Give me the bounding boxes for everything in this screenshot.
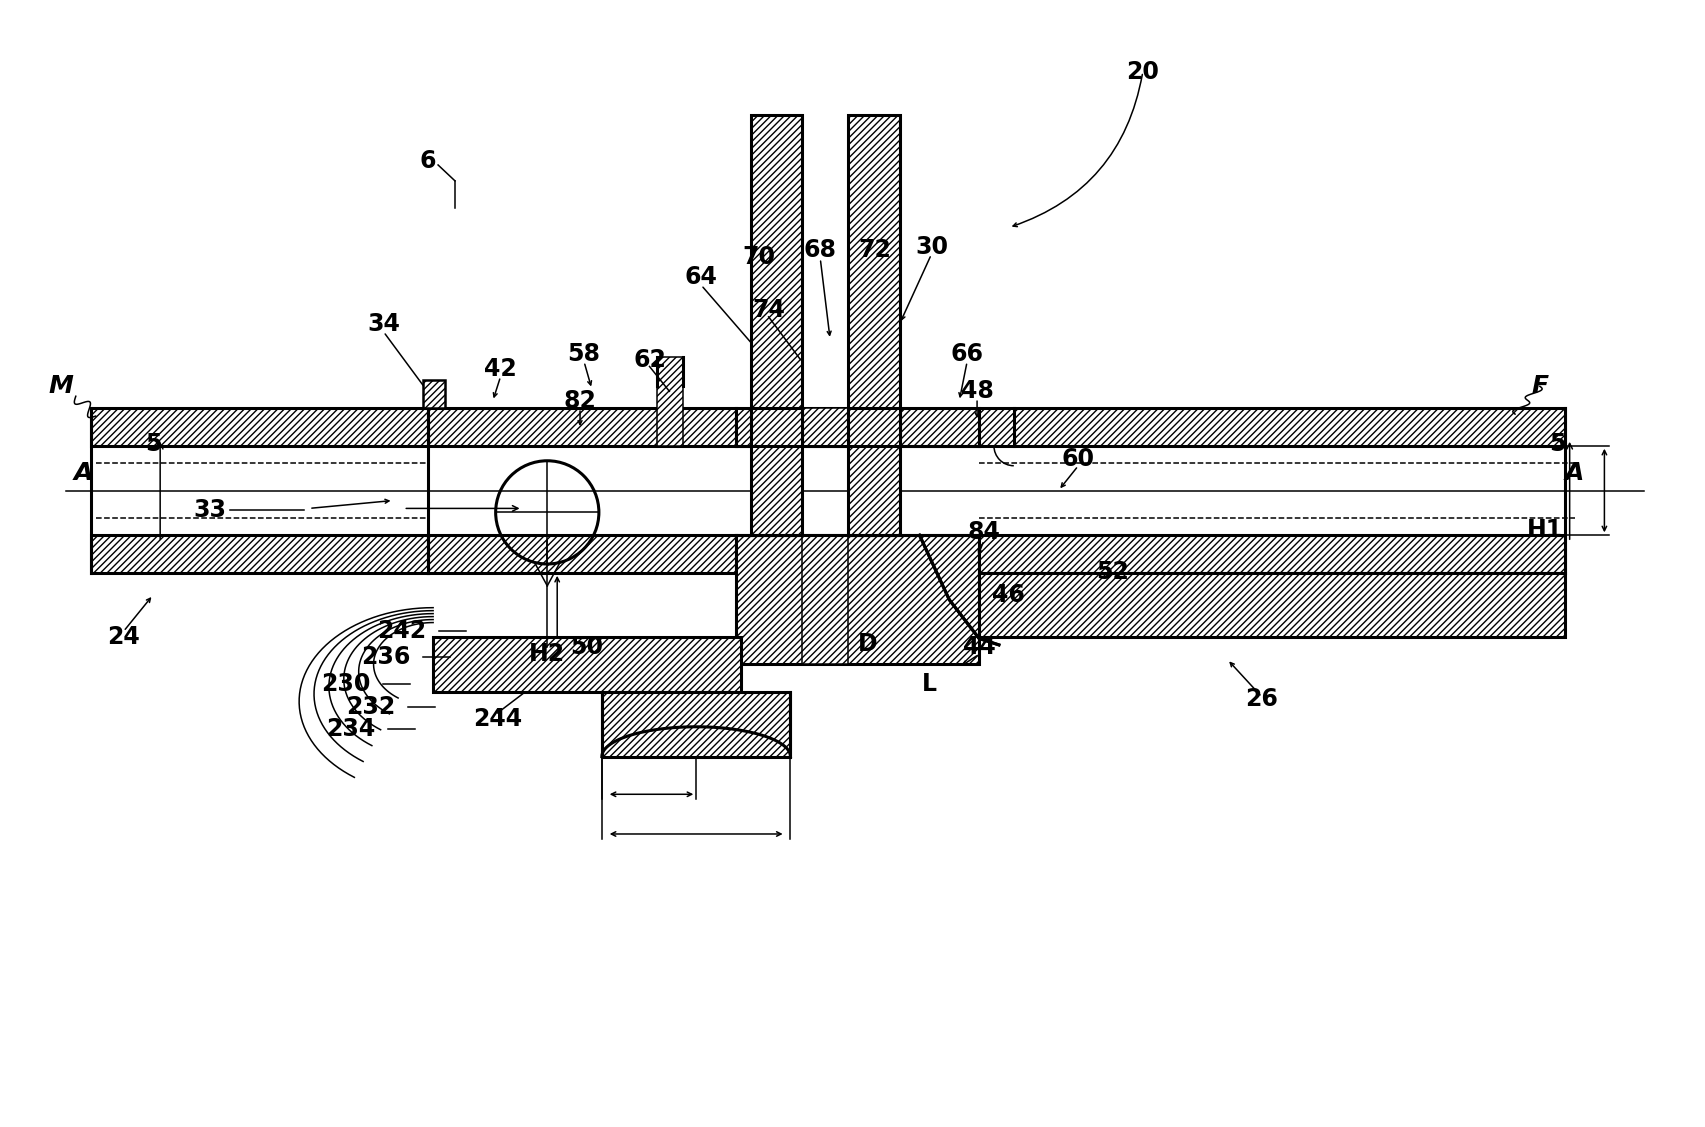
Text: 52: 52 bbox=[1096, 560, 1129, 584]
Text: 232: 232 bbox=[346, 695, 396, 719]
Text: 58: 58 bbox=[568, 341, 600, 365]
Bar bbox=[847, 115, 900, 446]
Text: 82: 82 bbox=[564, 389, 597, 414]
Text: 42: 42 bbox=[484, 357, 517, 381]
Text: 70: 70 bbox=[742, 246, 776, 269]
Text: L: L bbox=[922, 672, 938, 696]
Text: 30: 30 bbox=[916, 236, 948, 259]
Text: 244: 244 bbox=[472, 707, 522, 730]
Bar bbox=[847, 408, 900, 535]
Text: A: A bbox=[1565, 461, 1584, 485]
Text: 24: 24 bbox=[107, 625, 140, 649]
Bar bbox=[750, 115, 803, 446]
Bar bbox=[737, 408, 979, 446]
Text: 46: 46 bbox=[992, 583, 1025, 606]
Text: 234: 234 bbox=[326, 717, 375, 740]
Text: 242: 242 bbox=[377, 620, 426, 644]
Bar bbox=[428, 535, 737, 573]
Text: 5: 5 bbox=[145, 432, 162, 456]
Text: 5: 5 bbox=[1550, 432, 1565, 456]
Bar bbox=[803, 408, 847, 446]
Text: 230: 230 bbox=[321, 672, 370, 696]
Text: D: D bbox=[858, 632, 878, 656]
Bar bbox=[979, 408, 1565, 446]
Text: A: A bbox=[73, 461, 94, 485]
Bar bbox=[423, 381, 445, 408]
Text: H2: H2 bbox=[529, 642, 566, 666]
Text: 84: 84 bbox=[967, 521, 1001, 544]
Bar bbox=[803, 535, 847, 664]
Text: 236: 236 bbox=[361, 646, 411, 669]
Text: 33: 33 bbox=[193, 498, 227, 523]
Text: H1: H1 bbox=[1526, 518, 1563, 542]
Text: 20: 20 bbox=[1127, 60, 1159, 83]
Bar bbox=[602, 692, 791, 756]
Bar bbox=[433, 638, 742, 692]
Text: 34: 34 bbox=[367, 312, 401, 336]
Text: 64: 64 bbox=[685, 265, 718, 290]
Bar bbox=[737, 535, 979, 664]
Text: 44: 44 bbox=[963, 636, 996, 659]
Text: 74: 74 bbox=[752, 298, 784, 322]
Bar bbox=[658, 356, 684, 446]
Text: F: F bbox=[1531, 374, 1548, 398]
Bar bbox=[90, 408, 428, 446]
Text: 26: 26 bbox=[1246, 687, 1279, 711]
Bar bbox=[979, 535, 1565, 573]
Text: 66: 66 bbox=[951, 341, 984, 365]
Text: 72: 72 bbox=[858, 238, 892, 263]
Bar bbox=[750, 408, 803, 535]
Text: 48: 48 bbox=[960, 380, 994, 403]
Bar bbox=[90, 535, 428, 573]
Bar bbox=[979, 573, 1565, 638]
Bar bbox=[428, 408, 737, 446]
Text: M: M bbox=[48, 374, 73, 398]
Text: 60: 60 bbox=[1062, 446, 1095, 471]
Text: 50: 50 bbox=[571, 636, 604, 659]
Text: 6: 6 bbox=[419, 149, 436, 174]
Text: 62: 62 bbox=[633, 347, 667, 372]
Text: 68: 68 bbox=[803, 238, 837, 263]
